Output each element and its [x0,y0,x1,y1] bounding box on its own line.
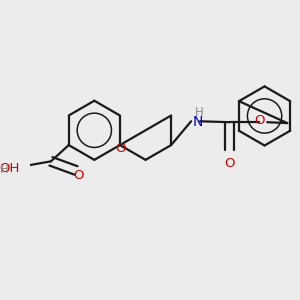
Text: O: O [254,114,265,127]
Text: O: O [74,169,84,182]
Text: O: O [224,157,235,169]
Text: H: H [195,106,203,119]
Text: N: N [192,115,203,129]
Text: OH: OH [0,162,20,175]
Text: O: O [116,142,126,155]
Text: H: H [0,163,9,176]
